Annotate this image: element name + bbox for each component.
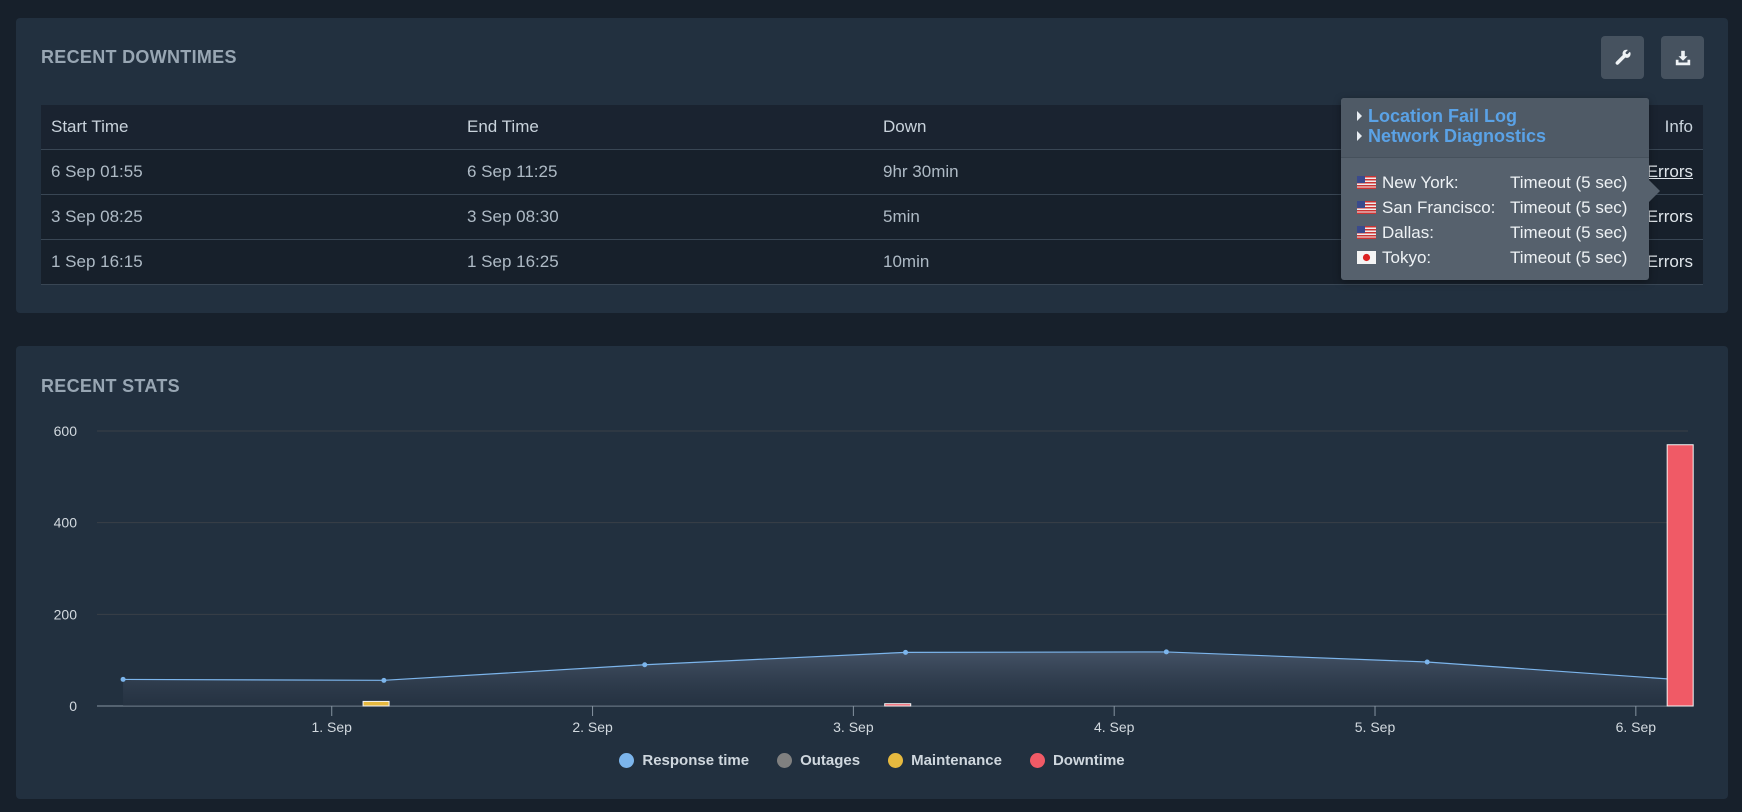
column-header-start[interactable]: Start Time bbox=[41, 105, 457, 150]
location-name: San Francisco: bbox=[1382, 197, 1496, 217]
stats-chart: 0 200 400 600 1. Sep 2. Sep 3. Sep 4. Sep 5. Sep… bbox=[54, 423, 1694, 735]
legend-label: Outages bbox=[800, 752, 861, 769]
download-icon bbox=[1675, 50, 1690, 65]
response-time-point bbox=[120, 676, 126, 682]
settings-button[interactable] bbox=[1601, 36, 1644, 79]
x-tick-label: 4. Sep bbox=[1094, 719, 1135, 735]
downtime-bar bbox=[1666, 444, 1694, 707]
caret-right-icon bbox=[1357, 111, 1362, 121]
network-diagnostics-link[interactable]: Network Diagnostics bbox=[1357, 126, 1649, 146]
x-tick-label: 2. Sep bbox=[572, 719, 613, 735]
down-duration-cell: 9hr 30min bbox=[873, 149, 1289, 195]
network-diagnostics-label: Network Diagnostics bbox=[1368, 125, 1547, 146]
stats-title: RECENT STATS bbox=[41, 376, 180, 396]
x-tick-label: 1. Sep bbox=[311, 719, 352, 735]
column-header-down[interactable]: Down bbox=[873, 105, 1289, 150]
location-fail-log-label: Location Fail Log bbox=[1368, 105, 1517, 126]
legend-item-downtime[interactable]: Downtime bbox=[1029, 752, 1125, 769]
us-flag-icon bbox=[1357, 201, 1376, 214]
y-tick-label: 400 bbox=[54, 515, 78, 531]
location-fail-log-link[interactable]: Location Fail Log bbox=[1357, 106, 1649, 126]
x-tick-label: 3. Sep bbox=[833, 719, 874, 735]
errors-link[interactable]: Errors bbox=[1646, 206, 1693, 226]
response-time-point bbox=[642, 662, 648, 668]
downtime-bar bbox=[884, 703, 912, 707]
downtimes-title: RECENT DOWNTIMES bbox=[41, 47, 237, 67]
down-duration-cell: 5min bbox=[873, 194, 1289, 240]
legend-item-maintenance[interactable]: Maintenance bbox=[888, 752, 1002, 769]
response-time-point bbox=[1163, 649, 1169, 655]
errors-link[interactable]: Errors bbox=[1646, 161, 1693, 181]
us-flag-icon bbox=[1357, 226, 1376, 239]
location-row: Tokyo: Timeout (5 sec) bbox=[1357, 245, 1649, 270]
y-tick-label: 0 bbox=[69, 698, 77, 714]
legend-label: Downtime bbox=[1052, 752, 1125, 769]
y-tick-label: 200 bbox=[54, 606, 78, 622]
location-list: New York: Timeout (5 sec) San Francisco:… bbox=[1341, 158, 1649, 270]
x-tick-label: 5. Sep bbox=[1355, 719, 1396, 735]
location-status: Timeout (5 sec) bbox=[1510, 222, 1628, 242]
chart-legend: Response time Outages Maintenance Downtime bbox=[16, 752, 1728, 769]
down-duration-cell: 10min bbox=[873, 239, 1289, 285]
start-time-cell: 6 Sep 01:55 bbox=[41, 149, 457, 195]
location-name: Dallas: bbox=[1382, 222, 1434, 242]
caret-right-icon bbox=[1357, 131, 1362, 141]
location-row: New York: Timeout (5 sec) bbox=[1357, 170, 1649, 195]
legend-item-response-time[interactable]: Response time bbox=[619, 752, 749, 769]
column-header-end[interactable]: End Time bbox=[457, 105, 873, 150]
jp-flag-icon bbox=[1357, 251, 1376, 264]
legend-label: Response time bbox=[642, 752, 750, 769]
us-flag-icon bbox=[1357, 176, 1376, 189]
y-tick-label: 600 bbox=[54, 423, 78, 439]
export-button[interactable] bbox=[1661, 36, 1704, 79]
location-name: Tokyo: bbox=[1382, 247, 1432, 267]
response-time-point bbox=[903, 649, 909, 655]
location-status: Timeout (5 sec) bbox=[1510, 172, 1628, 192]
errors-popover: Location Fail Log Network Diagnostics Ne… bbox=[1341, 98, 1660, 280]
legend-dot bbox=[777, 753, 793, 768]
response-time-area bbox=[123, 651, 1688, 706]
legend-dot bbox=[888, 753, 904, 768]
errors-link[interactable]: Errors bbox=[1646, 251, 1693, 271]
end-time-cell: 6 Sep 11:25 bbox=[457, 149, 873, 195]
end-time-cell: 1 Sep 16:25 bbox=[457, 239, 873, 285]
response-time-point bbox=[381, 677, 387, 683]
x-tick-label: 6. Sep bbox=[1616, 719, 1657, 735]
location-name: New York: bbox=[1382, 172, 1459, 192]
recent-stats-panel: RECENT STATS 0 200 400 600 1. Sep 2. Sep 3. Se… bbox=[16, 346, 1728, 799]
legend-label: Maintenance bbox=[911, 752, 1002, 769]
location-row: Dallas: Timeout (5 sec) bbox=[1357, 220, 1649, 245]
location-status: Timeout (5 sec) bbox=[1510, 247, 1628, 267]
popover-links: Location Fail Log Network Diagnostics bbox=[1341, 98, 1649, 158]
recent-downtimes-panel: RECENT DOWNTIMES Start Time End Time Dow… bbox=[16, 18, 1728, 313]
wrench-icon bbox=[1615, 49, 1631, 65]
legend-item-outages[interactable]: Outages bbox=[777, 752, 860, 769]
start-time-cell: 1 Sep 16:15 bbox=[41, 239, 457, 285]
location-row: San Francisco: Timeout (5 sec) bbox=[1357, 195, 1649, 220]
maintenance-bar bbox=[362, 700, 390, 707]
location-status: Timeout (5 sec) bbox=[1510, 197, 1628, 217]
legend-dot bbox=[1029, 753, 1045, 768]
start-time-cell: 3 Sep 08:25 bbox=[41, 194, 457, 240]
end-time-cell: 3 Sep 08:30 bbox=[457, 194, 873, 240]
response-time-point bbox=[1424, 659, 1430, 665]
legend-dot bbox=[619, 753, 635, 768]
